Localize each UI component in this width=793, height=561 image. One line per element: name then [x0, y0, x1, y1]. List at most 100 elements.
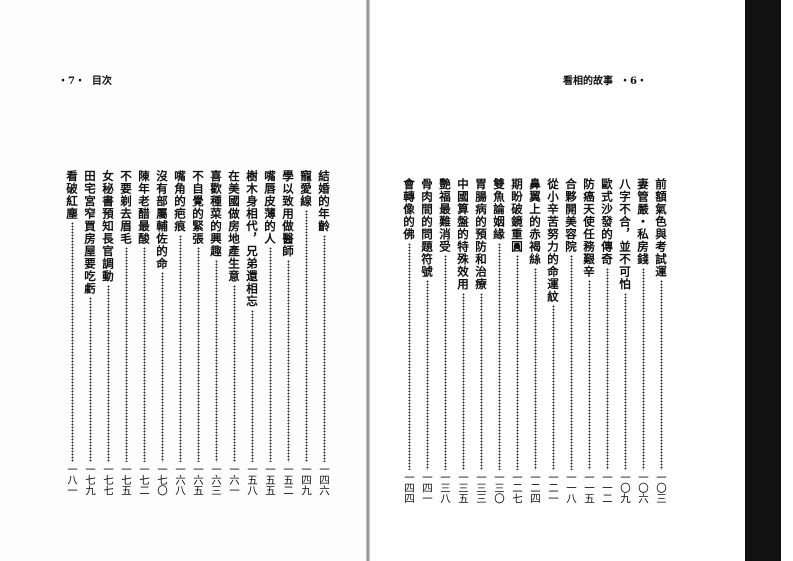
entry-page-number: 一七七: [102, 463, 114, 496]
toc-entry: 嘴唇皮薄的人 一五五: [261, 170, 279, 495]
dot-leader: [207, 259, 225, 462]
entry-title: 嘴角的疤痕: [173, 170, 187, 233]
entry-page-number: 一〇三: [655, 471, 667, 504]
entry-title: 中國算盤的特殊效用: [456, 178, 470, 291]
left-page-header: ・7・ 目次: [58, 76, 112, 87]
entry-title: 艷福最難消受: [438, 178, 452, 253]
entry-title: 沒有部屬輔佐的命: [155, 170, 169, 270]
dot-leader: [418, 280, 436, 470]
dot-leader: [243, 309, 261, 462]
entry-title: 寵愛線: [299, 170, 313, 208]
toc-entry: 合夥開美容院 一一八: [562, 178, 580, 503]
entry-page-number: 一四四: [403, 471, 415, 504]
entry-page-number: 一七九: [84, 463, 96, 496]
entry-page-number: 一三五: [457, 471, 469, 504]
entry-title: 學以致用做醫師: [281, 170, 295, 258]
toc-entry: 從小辛苦努力的命運紋一二一: [544, 178, 562, 503]
toc-entry: 喜歡種菜的興趣 一六三: [207, 170, 225, 495]
entry-title: 期盼破鏡重圓: [510, 178, 524, 253]
dot-leader: [580, 280, 598, 470]
toc-entry: 前額氣色與考試運 一〇三: [652, 178, 670, 503]
entry-page-number: 一二四: [529, 471, 541, 504]
entry-title: 八字不合，並不可怕: [618, 178, 632, 291]
toc-entry: 中國算盤的特殊效用一三五: [454, 178, 472, 503]
entry-title: 防癌天使任務艱辛: [582, 178, 596, 278]
entry-title: 女秘書預知長官調動: [101, 170, 115, 283]
entry-page-number: 一五二: [282, 463, 294, 496]
dot-leader: [634, 267, 652, 470]
entry-page-number: 一三〇: [493, 471, 505, 504]
entry-title: 胃腸病的預防和治療: [474, 178, 488, 291]
entry-title: 田宅宮窄買房屋要吃虧: [83, 170, 97, 295]
entry-title: 妻管嚴・私房錢: [636, 178, 650, 266]
dot-leader: [99, 284, 117, 462]
entry-title: 陳年老醋最酸: [137, 170, 151, 245]
toc-list-left: 結婚的年齡 一四六 寵愛線 一四九 學以致用做醫師 一五二 嘴唇皮薄的人 一五五 樹木身相代，兄…: [63, 170, 333, 495]
entry-title: 從小辛苦努力的命運紋: [546, 178, 560, 303]
toc-entry: 樹木身相代，兄弟還相忘 一五八: [243, 170, 261, 495]
dot-leader: [225, 284, 243, 462]
entry-page-number: 一四六: [318, 463, 330, 496]
entry-page-number: 一八一: [66, 463, 78, 496]
entry-page-number: 一一五: [583, 471, 595, 504]
entry-title: 會轉像的佛: [402, 178, 416, 241]
toc-entry: 陳年老醋最酸 一七二: [135, 170, 153, 495]
entry-page-number: 一二七: [511, 471, 523, 504]
toc-entry: 歐式沙發的傳奇 一一二: [598, 178, 616, 503]
dot-leader: [297, 209, 315, 462]
toc-entry: 學以致用做醫師一五二: [279, 170, 297, 495]
entry-title: 雙魚論姻緣: [492, 178, 506, 241]
entry-page-number: 一六三: [210, 463, 222, 496]
toc-entry: 沒有部屬輔佐的命一七〇: [153, 170, 171, 495]
entry-page-number: 一〇九: [619, 471, 631, 504]
toc-entry: 雙魚論姻緣 一三〇: [490, 178, 508, 503]
entry-page-number: 一三三: [475, 471, 487, 504]
dot-leader: [63, 222, 81, 462]
entry-page-number: 一五五: [264, 463, 276, 496]
entry-page-number: 一二一: [547, 471, 559, 504]
toc-entry: 不自覺的緊張 一六五: [189, 170, 207, 495]
dot-leader: [544, 305, 562, 470]
entry-page-number: 一六八: [174, 463, 186, 496]
toc-entry: 看破紅塵 一八一: [63, 170, 81, 495]
entry-title: 不要剃去眉毛: [119, 170, 133, 245]
dot-leader: [436, 255, 454, 470]
entry-title: 嘴唇皮薄的人: [263, 170, 277, 245]
dot-leader: [81, 297, 99, 462]
entry-page-number: 一六五: [192, 463, 204, 496]
dot-leader: [472, 292, 490, 470]
toc-entry: 防癌天使任務艱辛一一五: [580, 178, 598, 503]
entry-title: 不自覺的緊張: [191, 170, 205, 245]
entry-page-number: 一六一: [228, 463, 240, 496]
dot-leader: [526, 267, 544, 470]
entry-page-number: 一四一: [421, 471, 433, 504]
toc-entry: 期盼破鏡重圓 一二七: [508, 178, 526, 503]
entry-page-number: 一〇六: [637, 471, 649, 504]
entry-title: 看破紅塵: [65, 170, 79, 220]
dot-leader: [652, 280, 670, 470]
entry-title: 歐式沙發的傳奇: [600, 178, 614, 266]
dot-leader: [279, 259, 297, 462]
toc-entry: 會轉像的佛 一四四: [400, 178, 418, 503]
entry-page-number: 一七〇: [156, 463, 168, 496]
toc-entry: 艷福最難消受 一三八: [436, 178, 454, 503]
entry-title: 在美國做房地產生意: [227, 170, 241, 283]
scan-margin: [781, 0, 793, 561]
toc-entry: 田宅宮窄買房屋要吃虧一七九: [81, 170, 99, 495]
dot-leader: [598, 267, 616, 470]
toc-entry: 不要剃去眉毛 一七五: [117, 170, 135, 495]
left-page: ・7・ 目次 結婚的年齡 一四六 寵愛線 一四九 學以致用做醫師 一五二 嘴唇皮薄的人 一五五…: [0, 0, 368, 561]
dot-leader: [490, 242, 508, 470]
dot-leader: [562, 255, 580, 470]
entry-title: 骨肉間的問題符號: [420, 178, 434, 278]
toc-list-right: 前額氣色與考試運 一〇三 妻管嚴・私房錢 一〇六 八字不合，並不可怕 一〇九 歐式沙發的傳奇…: [400, 178, 670, 503]
dot-leader: [454, 292, 472, 470]
dot-leader: [508, 255, 526, 470]
dot-leader: [117, 247, 135, 462]
toc-entry: 嘴角的疤痕 一六八: [171, 170, 189, 495]
toc-entry: 妻管嚴・私房錢一〇六: [634, 178, 652, 503]
toc-entry: 女秘書預知長官調動一七七: [99, 170, 117, 495]
entry-page-number: 一三八: [439, 471, 451, 504]
toc-entry: 鼻翼上的赤褐絲 一二四: [526, 178, 544, 503]
dot-leader: [616, 292, 634, 470]
